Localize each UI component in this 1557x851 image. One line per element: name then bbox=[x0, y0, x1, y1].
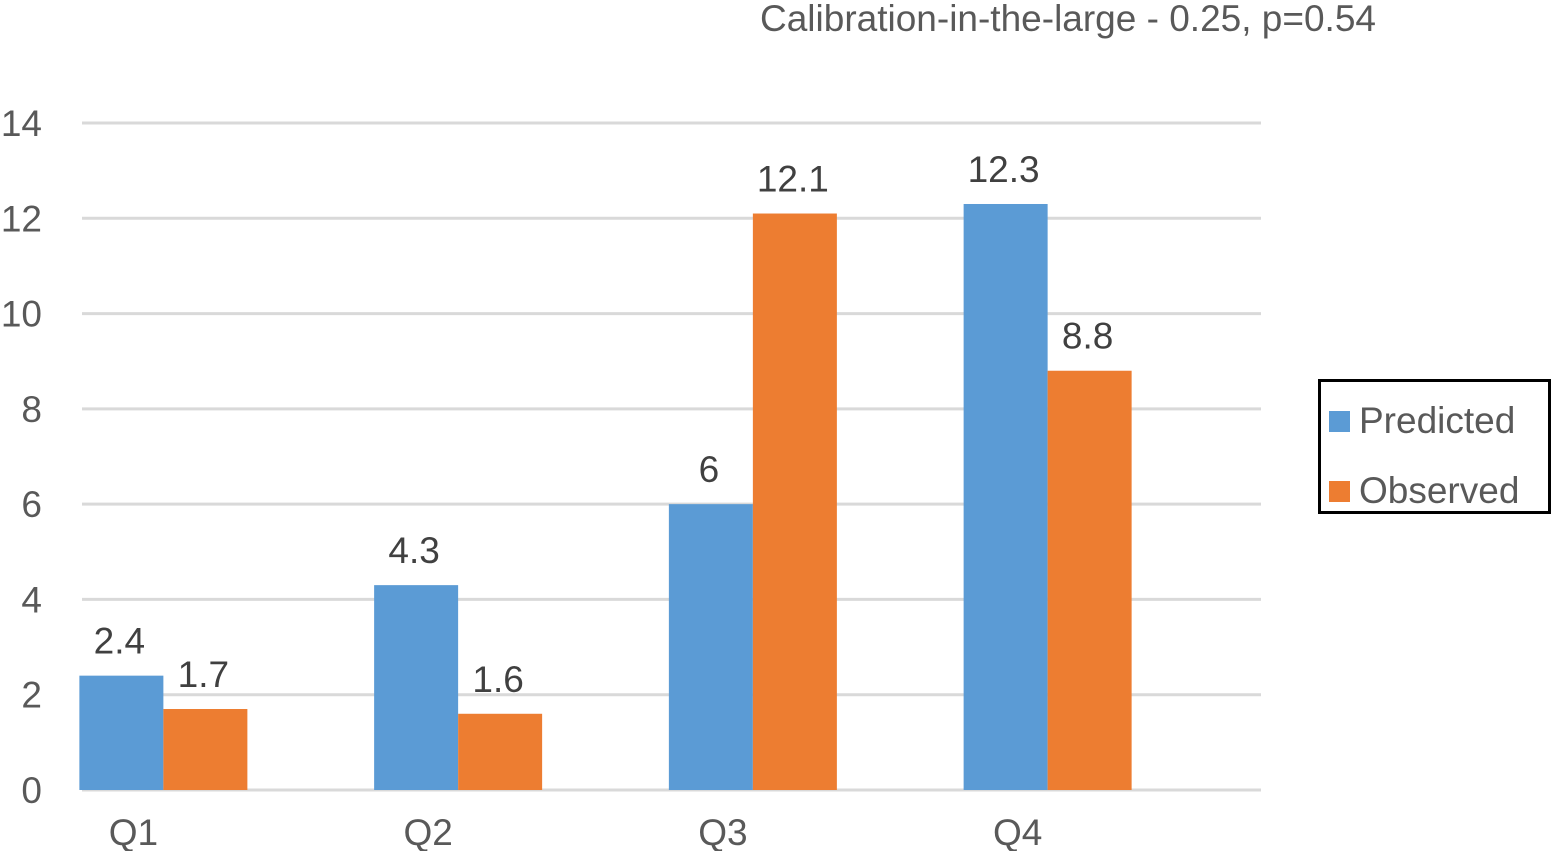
y-tick-label: 8 bbox=[21, 389, 42, 430]
data-label-predicted-Q1: 2.4 bbox=[94, 621, 145, 662]
data-label-observed-Q4: 8.8 bbox=[1062, 316, 1113, 357]
data-label-predicted-Q4: 12.3 bbox=[968, 149, 1040, 190]
y-tick-label: 12 bbox=[1, 198, 42, 239]
y-tick-label: 4 bbox=[21, 579, 42, 620]
legend-swatch-predicted bbox=[1329, 410, 1350, 432]
y-tick-label: 0 bbox=[21, 770, 42, 811]
bar-predicted-Q3 bbox=[668, 504, 753, 790]
legend-label-predicted: Predicted bbox=[1359, 400, 1516, 441]
data-label-observed-Q2: 1.6 bbox=[472, 659, 523, 700]
y-tick-label: 10 bbox=[1, 294, 42, 335]
bar-predicted-Q4 bbox=[963, 203, 1048, 790]
data-labels: 2.4 1.7 4.3 1.6 6 12.1 12.3 8.8 bbox=[94, 149, 1114, 700]
data-label-predicted-Q2: 4.3 bbox=[388, 530, 439, 571]
data-label-predicted-Q3: 6 bbox=[699, 449, 720, 490]
legend-label-observed: Observed bbox=[1359, 470, 1520, 511]
y-tick-label: 2 bbox=[21, 675, 42, 716]
bar-observed-Q4 bbox=[1047, 370, 1132, 790]
x-tick-label: Q4 bbox=[993, 812, 1042, 851]
chart-subtitle: Calibration-in-the-large - 0.25, p=0.54 bbox=[760, 0, 1376, 39]
x-tick-label: Q2 bbox=[403, 812, 452, 851]
data-label-observed-Q3: 12.1 bbox=[757, 159, 829, 200]
data-label-observed-Q1: 1.7 bbox=[178, 654, 229, 695]
x-tick-label: Q1 bbox=[109, 812, 158, 851]
x-tick-label: Q3 bbox=[698, 812, 747, 851]
bars bbox=[79, 203, 1132, 790]
bar-predicted-Q1 bbox=[79, 675, 164, 790]
legend-item-observed: Observed bbox=[1329, 470, 1519, 512]
y-tick-label: 6 bbox=[21, 484, 42, 525]
bar-observed-Q1 bbox=[163, 709, 248, 790]
y-axis-ticks: 0 2 4 6 8 10 12 14 bbox=[1, 103, 42, 811]
bar-predicted-Q2 bbox=[374, 585, 459, 790]
legend-swatch-observed bbox=[1329, 480, 1350, 502]
legend: Predicted Observed bbox=[1318, 379, 1551, 514]
bar-observed-Q2 bbox=[458, 713, 543, 790]
x-axis-ticks: Q1 Q2 Q3 Q4 bbox=[109, 812, 1043, 851]
bar-observed-Q3 bbox=[752, 213, 837, 790]
legend-item-predicted: Predicted bbox=[1329, 400, 1515, 442]
y-tick-label: 14 bbox=[1, 103, 42, 144]
